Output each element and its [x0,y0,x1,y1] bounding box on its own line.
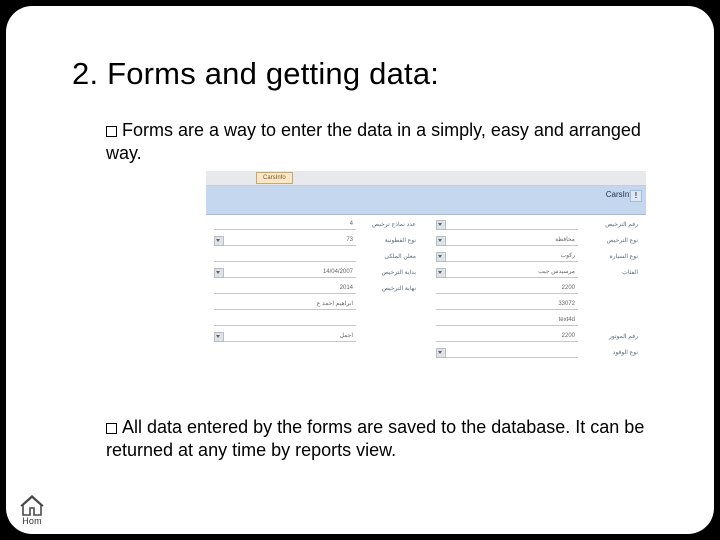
bullet-marker [106,423,117,434]
form-field[interactable] [436,347,578,358]
form-field[interactable] [436,219,578,230]
form-field[interactable]: ابراهيم احمد ع [214,299,356,310]
form-field-label: نوع السيارة [583,253,638,260]
form-row: نوع الترخيص محافظة [436,235,638,246]
form-field-label: رقم الترخيص [583,221,638,228]
form-row: بداية الترخيص 14/04/2007 [214,267,416,278]
form-field[interactable]: محافظة [436,235,578,246]
form-field[interactable]: 2200 [436,283,578,294]
home-button[interactable]: Hom [18,495,46,526]
form-row: 2200 [436,283,638,294]
form-row: text4d [436,315,638,326]
form-field-label: نوع الترخيص [583,237,638,244]
form-field-label: رقم الموتور [583,333,638,340]
form-field-label: نوع الوقود [583,349,638,356]
form-tabstrip: CarsInfo [206,171,646,186]
home-icon [20,495,44,517]
form-row: رقم الموتور 2200 [436,331,638,342]
bullet-1-text: Forms are a way to enter the data in a s… [106,120,641,163]
form-field[interactable]: 2014 [214,283,356,294]
form-row: نوع القطونية 73 [214,235,416,246]
form-field[interactable] [214,251,356,262]
form-body: عدد نماذج ترخيص 4 نوع القطونية 73 معلن الملك… [206,215,646,397]
form-field[interactable]: text4d [436,315,578,326]
bullet-2: All data entered by the forms are saved … [106,416,666,461]
form-field-label: عدد نماذج ترخيص [361,221,416,228]
form-row: نوع الوقود [436,347,638,358]
form-field[interactable] [214,315,356,326]
form-field[interactable]: اجمل [214,331,356,342]
form-row: اجمل [214,331,416,342]
form-column-left: عدد نماذج ترخيص 4 نوع القطونية 73 معلن الملك… [214,219,416,397]
form-field[interactable]: 4 [214,219,356,230]
form-header: CarsInfo ! [206,186,646,215]
form-field[interactable]: مرسيدس جيب [436,267,578,278]
form-row: رقم الترخيص [436,219,638,230]
form-row: الفئات مرسيدس جيب [436,267,638,278]
slide: 2. Forms and getting data: Forms are a w… [6,6,714,534]
form-field[interactable]: 33072 [436,299,578,310]
slide-title: 2. Forms and getting data: [72,56,439,92]
bullet-2-text: All data entered by the forms are saved … [106,417,644,460]
form-field-label: بداية الترخيص [361,269,416,276]
form-field[interactable]: 73 [214,235,356,246]
form-field-label: معلن الملكى [361,253,416,260]
form-field-label: نوع القطونية [361,237,416,244]
form-row: نوع السيارة ركوب [436,251,638,262]
bullet-1: Forms are a way to enter the data in a s… [106,119,666,164]
form-row [214,315,416,326]
form-field[interactable]: 14/04/2007 [214,267,356,278]
form-column-right: رقم الترخيص نوع الترخيص محافظة نوع السيارة ر… [436,219,638,397]
form-field-label: الفئات [583,269,638,276]
embedded-form-screenshot: CarsInfo CarsInfo ! عدد نماذج ترخيص 4 نوع … [206,171,646,391]
form-row: نهاية الترخيص 2014 [214,283,416,294]
form-field-label: نهاية الترخيص [361,285,416,292]
exclaim-icon: ! [630,190,642,202]
form-field[interactable]: ركوب [436,251,578,262]
form-tab: CarsInfo [256,172,293,184]
form-row: ابراهيم احمد ع [214,299,416,310]
form-row: عدد نماذج ترخيص 4 [214,219,416,230]
form-row: معلن الملكى [214,251,416,262]
bullet-marker [106,126,117,137]
home-label: Hom [18,516,46,526]
form-field[interactable]: 2200 [436,331,578,342]
form-row: 33072 [436,299,638,310]
